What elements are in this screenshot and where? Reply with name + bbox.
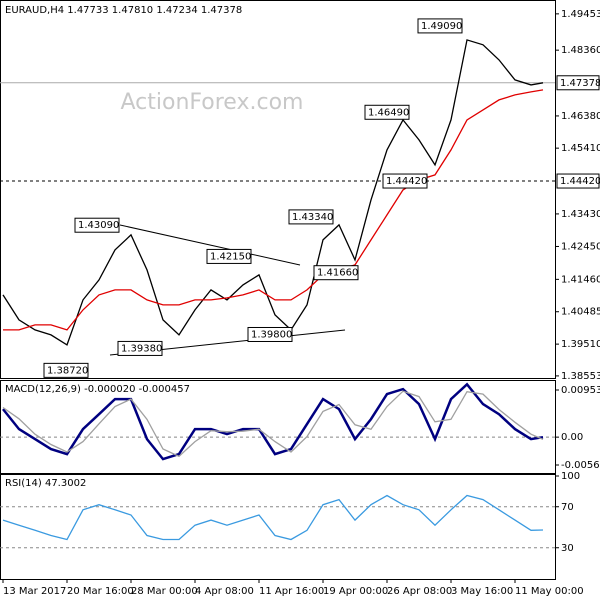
main-panel [0, 0, 556, 379]
x-tick-label: 3 May 16:00 [451, 586, 513, 597]
level-box [556, 173, 600, 189]
series-line [2, 382, 544, 461]
annotation-box [117, 340, 163, 356]
annotation-label: 1.49090 [421, 21, 462, 32]
y-tick-label: 1.49453 [561, 9, 600, 20]
y-tick-label: 1.45410 [561, 143, 600, 154]
trend-line [119, 224, 301, 266]
annotation-box [364, 104, 410, 120]
annotation-label: 1.43090 [78, 220, 119, 231]
annotation-box [417, 18, 463, 34]
annotation-label: 1.43340 [292, 212, 333, 223]
price-box [556, 75, 600, 91]
series-line [2, 390, 544, 458]
annotation-box [247, 326, 293, 342]
annotation-label: 1.44420 [386, 176, 427, 187]
y-tick-label: 30 [561, 543, 574, 554]
rsi-panel [0, 474, 556, 580]
x-tick-label: 28 Mar 00:00 [131, 586, 198, 597]
y-tick-label: 1.42450 [561, 241, 600, 252]
y-tick-label: 70 [561, 502, 574, 513]
level-label: 1.44420 [560, 176, 600, 187]
annotation-label: 1.39380 [121, 343, 162, 354]
annotation-box [206, 248, 252, 264]
annotation-label: 1.38720 [47, 365, 88, 376]
annotation-box [382, 173, 428, 189]
annotation-label: 1.46490 [368, 107, 409, 118]
series-line [2, 494, 544, 541]
chart-title: EURAUD,H4 1.47733 1.47810 1.47234 1.4737… [5, 5, 242, 16]
annotation-label: 1.39800 [251, 329, 292, 340]
annotation-box [313, 265, 359, 281]
annotation-label: 1.42150 [210, 251, 251, 262]
y-tick-label: 1.48360 [561, 45, 600, 56]
x-tick-label: 20 Mar 16:00 [67, 586, 134, 597]
x-tick-label: 4 Apr 08:00 [195, 586, 254, 597]
annotation-label: 1.41660 [317, 268, 358, 279]
rsi-title: RSI(14) 47.3002 [5, 478, 86, 489]
watermark: ActionForex.com [121, 90, 304, 115]
y-tick-label: 0.00 [561, 432, 583, 443]
annotation-box [43, 362, 89, 378]
series-line [3, 89, 544, 331]
annotation-box [74, 217, 120, 233]
x-tick-label: 11 May 00:00 [515, 586, 584, 597]
y-tick-label: 1.43430 [561, 209, 600, 220]
y-tick-label: 1.41460 [561, 274, 600, 285]
y-tick-label: 1.39510 [561, 339, 600, 350]
annotation-box [288, 209, 334, 225]
x-tick-label: 19 Apr 00:00 [323, 586, 388, 597]
y-tick-label: 1.40485 [561, 307, 600, 318]
x-tick-label: 11 Apr 16:00 [259, 586, 324, 597]
y-tick-label: 0.009538 [561, 385, 600, 396]
y-tick-label: -0.005637 [561, 460, 600, 471]
y-tick-label: 1.38553 [561, 371, 600, 382]
x-tick-label: 13 Mar 2017 [3, 586, 66, 597]
macd-title: MACD(12,26,9) -0.000020 -0.000457 [5, 384, 190, 395]
x-tick-label: 26 Apr 08:00 [387, 586, 452, 597]
y-tick-label: 100 [561, 471, 580, 482]
series-line [2, 39, 544, 346]
price-label: 1.47378 [560, 78, 600, 89]
macd-panel [0, 380, 556, 474]
y-tick-label: 1.46380 [561, 111, 600, 122]
